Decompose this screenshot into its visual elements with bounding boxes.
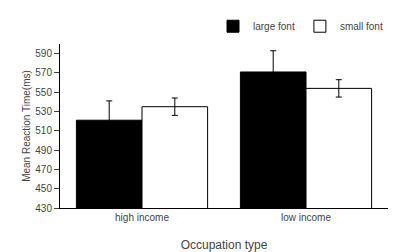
svg-text:510: 510 <box>35 125 52 136</box>
svg-text:550: 550 <box>35 87 52 98</box>
svg-text:low income: low income <box>281 212 331 223</box>
svg-text:530: 530 <box>35 106 52 117</box>
svg-text:high income: high income <box>115 212 169 223</box>
svg-text:590: 590 <box>35 48 52 59</box>
svg-text:Mean Reaction Time(ms): Mean Reaction Time(ms) <box>21 70 32 182</box>
svg-text:Occupation type: Occupation type <box>181 238 268 252</box>
svg-text:570: 570 <box>35 67 52 78</box>
svg-text:large font: large font <box>253 21 295 32</box>
svg-text:470: 470 <box>35 164 52 175</box>
svg-text:450: 450 <box>35 183 52 194</box>
svg-text:small font: small font <box>340 21 383 32</box>
svg-text:430: 430 <box>35 203 52 214</box>
svg-text:490: 490 <box>35 145 52 156</box>
